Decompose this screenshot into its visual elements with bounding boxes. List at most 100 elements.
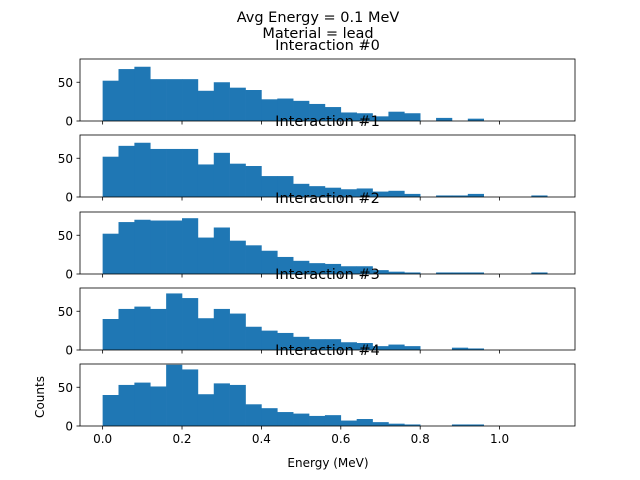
- subplot-title: Interaction #1: [275, 114, 380, 130]
- histogram-bar: [118, 69, 135, 121]
- histogram-bar: [102, 80, 119, 121]
- histogram-bar: [134, 142, 151, 197]
- histogram-bar: [229, 313, 246, 350]
- histogram-bar: [309, 339, 326, 350]
- histogram-bar: [531, 195, 548, 197]
- histogram-bar: [229, 384, 246, 426]
- histogram-bar: [134, 66, 151, 121]
- axes-frame: [79, 134, 576, 198]
- histogram-bar: [531, 272, 548, 274]
- histogram-bar: [356, 113, 373, 121]
- histogram-bar: [182, 79, 199, 121]
- histogram-bar: [467, 193, 484, 197]
- subplot-0: 0 50 Interaction #0: [58, 38, 576, 129]
- x-tick-label: 0.8: [411, 432, 430, 446]
- histogram-bar: [404, 346, 421, 351]
- histogram-bar: [134, 306, 151, 350]
- histogram-bar: [309, 415, 326, 426]
- histogram-bar: [356, 343, 373, 350]
- figure-title-line1: Avg Energy = 0.1 MeV: [237, 10, 400, 26]
- histogram-bar: [324, 263, 342, 274]
- histogram-bar: [150, 308, 167, 350]
- histogram-bar: [451, 272, 469, 274]
- y-tick-label: 50: [58, 381, 73, 395]
- histogram-bar: [309, 263, 326, 274]
- histogram-bar: [340, 266, 357, 274]
- histogram-bar: [324, 339, 342, 350]
- histogram-bar: [182, 218, 199, 274]
- subplot-title: Interaction #3: [275, 267, 380, 283]
- histogram-bar: [213, 152, 230, 197]
- histogram-bar: [388, 271, 405, 274]
- histogram-bar: [309, 186, 326, 197]
- histogram-bar: [404, 113, 421, 121]
- histogram-bar: [372, 422, 389, 427]
- histogram-bar: [197, 318, 215, 350]
- histogram-bar: [213, 383, 230, 427]
- histogram-bar: [229, 163, 246, 197]
- histogram-bar: [182, 369, 199, 426]
- histogram-bar: [388, 190, 405, 197]
- histogram-bar: [150, 220, 167, 274]
- histogram-bar: [150, 148, 167, 197]
- y-tick-label: 0: [65, 191, 73, 205]
- histogram-bar: [213, 82, 230, 121]
- y-tick-label: 50: [58, 229, 73, 243]
- histogram-bar: [324, 415, 342, 426]
- histogram-bar: [372, 191, 389, 197]
- histogram-bar: [388, 111, 405, 121]
- histogram-bar: [134, 382, 151, 426]
- histogram-bar: [388, 423, 405, 426]
- axes-frame: [79, 211, 576, 275]
- histogram-bar: [356, 188, 373, 197]
- histogram-bar: [118, 308, 135, 350]
- y-tick-label: 50: [58, 152, 73, 166]
- histogram-bar: [102, 233, 119, 274]
- histogram-bar: [182, 298, 199, 350]
- subplot-title: Interaction #4: [275, 343, 380, 359]
- histogram-bar: [245, 404, 262, 426]
- histogram-bar: [467, 272, 484, 274]
- histogram-bar: [229, 240, 246, 274]
- y-tick-label: 0: [65, 268, 73, 282]
- histogram-bar: [245, 90, 262, 121]
- x-tick-label: 0.6: [331, 432, 350, 446]
- histogram-bar: [467, 348, 484, 350]
- histogram-bar: [150, 79, 167, 121]
- histogram-bar: [372, 346, 389, 351]
- histogram-bar: [372, 116, 389, 121]
- histogram-bar: [197, 164, 215, 197]
- histogram-bar: [261, 408, 278, 426]
- histogram-bar: [102, 319, 119, 350]
- histogram-bar: [340, 420, 357, 426]
- y-tick-label: 50: [58, 305, 73, 319]
- subplot-1: 0 50 Interaction #1: [58, 114, 576, 205]
- histogram-bar: [340, 342, 357, 350]
- histogram-bar: [340, 189, 357, 197]
- histogram-bar: [436, 272, 453, 274]
- histogram-bar: [388, 344, 405, 350]
- histogram-bar: [166, 148, 183, 197]
- x-tick-label: 0.4: [252, 432, 271, 446]
- histogram-bar: [134, 219, 151, 274]
- histogram-bar: [213, 227, 230, 274]
- histogram-bar: [261, 99, 278, 121]
- histogram-bar: [197, 90, 215, 121]
- y-tick-label: 0: [65, 344, 73, 358]
- histogram-bar: [277, 332, 294, 350]
- histogram-bar: [436, 117, 453, 121]
- histogram-bar: [166, 293, 183, 350]
- histogram-bar: [118, 222, 135, 274]
- histogram-bar: [324, 107, 342, 121]
- x-tick-label: 0.0: [93, 432, 112, 446]
- histogram-bar: [213, 308, 230, 350]
- histogram-bar: [261, 250, 278, 274]
- histogram-bar: [166, 79, 183, 121]
- y-tick-label: 50: [58, 76, 73, 90]
- histogram-bar: [166, 220, 183, 274]
- histogram-bar: [467, 118, 484, 121]
- subplot-4: 0 50 0.0 0.2 0.4 0.6 0.8 1.0 Interaction #4: [58, 343, 576, 446]
- histogram-bar: [245, 245, 262, 274]
- histogram-bar: [309, 103, 326, 121]
- x-axis-label: Energy (MeV): [287, 456, 368, 470]
